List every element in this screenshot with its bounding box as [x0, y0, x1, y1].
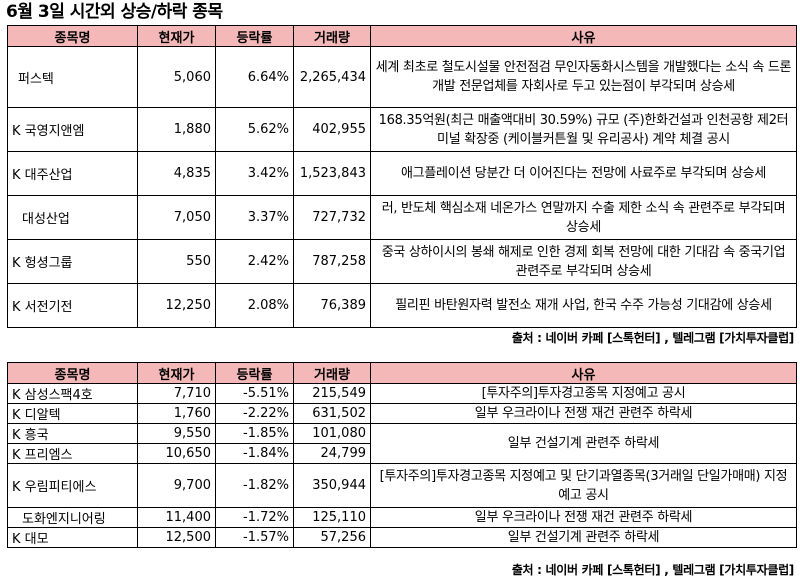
stock-name: K 디알텍 — [7, 403, 138, 424]
page-title: 6월 3일 시간외 상승/하락 종목 — [6, 2, 223, 22]
source-note: 출처 : 네이버 카페 [스톡헌터] , 텔레그램 [가치투자클럽] — [511, 563, 794, 577]
header-name: 종목명 — [7, 362, 138, 384]
stock-change: -1.82% — [215, 463, 294, 508]
table-header-row: 종목명 현재가 등락률 거래량 사유 — [7, 362, 797, 384]
table-row: K 헝셩그룹 550 2.42% 787,258 중국 상하이시의 봉쇄 해제로… — [7, 239, 797, 284]
table-row: K 우림피티에스 9,700 -1.82% 350,944 [투자주의]투자경고… — [7, 463, 797, 508]
stock-name: K 서전기전 — [7, 283, 138, 328]
stock-change: -5.51% — [215, 383, 294, 404]
stock-name: K 대주산업 — [7, 151, 138, 196]
stock-volume: 631,502 — [293, 403, 371, 424]
table-row: K 국영지앤엠 1,880 5.62% 402,955 168.35억원(최근 … — [7, 107, 797, 152]
stock-name: K 프리엠스 — [7, 443, 138, 464]
stock-change: 2.08% — [215, 283, 294, 328]
stock-price: 11,400 — [137, 507, 216, 528]
stock-change: 3.42% — [215, 151, 294, 196]
stock-volume: 215,549 — [293, 383, 371, 404]
stock-name: 퍼스텍 — [7, 46, 138, 108]
stock-price: 7,050 — [137, 195, 216, 240]
header-volume: 거래량 — [293, 25, 371, 47]
stock-change: -2.22% — [215, 403, 294, 424]
header-reason: 사유 — [370, 25, 797, 47]
header-price: 현재가 — [137, 362, 216, 384]
table-row: K 서전기전 12,250 2.08% 76,389 필리핀 바탄원자력 발전소… — [7, 283, 797, 328]
rising-stocks-table: 종목명 현재가 등락률 거래량 사유 퍼스텍 5,060 6.64% 2,265… — [7, 25, 797, 328]
stock-change: 2.42% — [215, 239, 294, 284]
stock-change: 6.64% — [215, 46, 294, 108]
stock-price: 9,550 — [137, 423, 216, 444]
header-reason: 사유 — [370, 362, 797, 384]
table-row: K 대모 12,500 -1.57% 57,256 일부 건설기계 관련주 하락… — [7, 527, 797, 548]
stock-price: 1,880 — [137, 107, 216, 152]
stock-price: 5,060 — [137, 46, 216, 108]
stock-name: 대성산업 — [7, 195, 138, 240]
stock-name: K 삼성스팩4호 — [7, 383, 138, 404]
stock-volume: 350,944 — [293, 463, 371, 508]
table-row: K 디알텍 1,760 -2.22% 631,502 일부 우크라이나 전쟁 재… — [7, 403, 797, 424]
stock-change: -1.57% — [215, 527, 294, 548]
stock-volume: 24,799 — [293, 443, 371, 464]
stock-change: -1.72% — [215, 507, 294, 528]
table-row: K 흥국 9,550 -1.85% 101,080 일부 건설기계 관련주 하락… — [7, 423, 797, 464]
stock-name: K 국영지앤엠 — [7, 107, 138, 152]
falling-stocks-table: 종목명 현재가 등락률 거래량 사유 K 삼성스팩4호 7,710 -5.51%… — [7, 362, 797, 548]
stock-reason: 일부 건설기계 관련주 하락세 — [370, 423, 797, 464]
stock-volume: 727,732 — [293, 195, 371, 240]
stock-change: -1.85% — [215, 423, 294, 444]
stock-name: K 대모 — [7, 527, 138, 548]
table-header-row: 종목명 현재가 등락률 거래량 사유 — [7, 25, 797, 47]
source-note: 출처 : 네이버 카페 [스톡헌터] , 텔레그램 [가치투자클럽] — [511, 331, 794, 345]
table-row: 대성산업 7,050 3.37% 727,732 러, 반도체 핵심소재 네온가… — [7, 195, 797, 240]
stock-price: 4,835 — [137, 151, 216, 196]
table-row: K 삼성스팩4호 7,710 -5.51% 215,549 [투자주의]투자경고… — [7, 383, 797, 404]
stock-reason: [투자주의]투자경고종목 지정예고 및 단기과열종목(3거래일 단일가매매) 지… — [370, 463, 797, 508]
stock-volume: 57,256 — [293, 527, 371, 548]
stock-volume: 2,265,434 — [293, 46, 371, 108]
header-volume: 거래량 — [293, 362, 371, 384]
stock-reason: 애그플레이션 당분간 더 이어진다는 전망에 사료주로 부각되며 상승세 — [370, 151, 797, 196]
stock-price: 1,760 — [137, 403, 216, 424]
table-row: 퍼스텍 5,060 6.64% 2,265,434 세계 최초로 철도시설물 안… — [7, 46, 797, 108]
stock-price: 9,700 — [137, 463, 216, 508]
table-row: K 대주산업 4,835 3.42% 1,523,843 애그플레이션 당분간 … — [7, 151, 797, 196]
stock-reason: [투자주의]투자경고종목 지정예고 공시 — [370, 383, 797, 404]
stock-name: 도화엔지니어링 — [7, 507, 138, 528]
stock-price: 12,500 — [137, 527, 216, 548]
stock-change: -1.84% — [215, 443, 294, 464]
table-row: 도화엔지니어링 11,400 -1.72% 125,110 일부 우크라이나 전… — [7, 507, 797, 528]
header-name: 종목명 — [7, 25, 138, 47]
stock-reason: 중국 상하이시의 봉쇄 해제로 인한 경제 회복 전망에 대한 기대감 속 중국… — [370, 239, 797, 284]
stock-volume: 402,955 — [293, 107, 371, 152]
stock-reason: 러, 반도체 핵심소재 네온가스 연말까지 수출 제한 소식 속 관련주로 부각… — [370, 195, 797, 240]
stock-reason: 세계 최초로 철도시설물 안전점검 무인자동화시스템을 개발했다는 소식 속 드… — [370, 46, 797, 108]
stock-volume: 125,110 — [293, 507, 371, 528]
stock-volume: 76,389 — [293, 283, 371, 328]
stock-volume: 101,080 — [293, 423, 371, 444]
stock-name: K 흥국 — [7, 423, 138, 444]
stock-reason: 일부 우크라이나 전쟁 재건 관련주 하락세 — [370, 403, 797, 424]
stock-name: K 우림피티에스 — [7, 463, 138, 508]
stock-price: 10,650 — [137, 443, 216, 464]
stock-change: 5.62% — [215, 107, 294, 152]
stock-volume: 1,523,843 — [293, 151, 371, 196]
stock-price: 7,710 — [137, 383, 216, 404]
stock-reason: 168.35억원(최근 매출액대비 30.59%) 규모 (주)한화건설과 인천… — [370, 107, 797, 152]
stock-reason: 필리핀 바탄원자력 발전소 재개 사업, 한국 수주 가능성 기대감에 상승세 — [370, 283, 797, 328]
header-change: 등락률 — [215, 25, 294, 47]
stock-change: 3.37% — [215, 195, 294, 240]
stock-price: 550 — [137, 239, 216, 284]
stock-reason: 일부 우크라이나 전쟁 재건 관련주 하락세 — [370, 507, 797, 528]
stock-volume: 787,258 — [293, 239, 371, 284]
header-change: 등락률 — [215, 362, 294, 384]
stock-price: 12,250 — [137, 283, 216, 328]
stock-reason: 일부 건설기계 관련주 하락세 — [370, 527, 797, 548]
stock-name: K 헝셩그룹 — [7, 239, 138, 284]
header-price: 현재가 — [137, 25, 216, 47]
